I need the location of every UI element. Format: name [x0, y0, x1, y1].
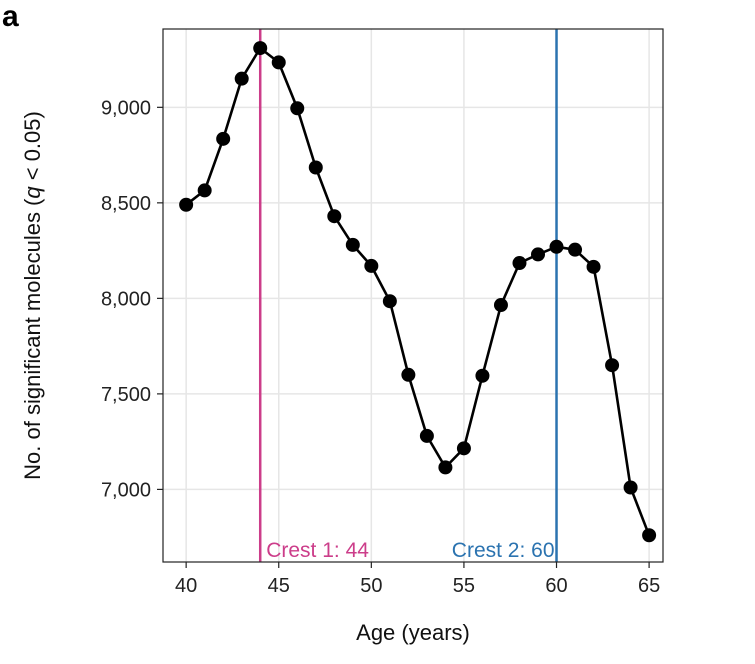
crest-label: Crest 1: 44: [266, 539, 369, 562]
data-point: [512, 256, 527, 271]
data-point: [364, 258, 379, 273]
data-point: [438, 460, 453, 475]
grid: [163, 29, 663, 562]
x-axis-ticks: 40 45 50 55 60 65: [175, 562, 660, 597]
data-point: [531, 247, 545, 262]
x-tick-label: 40: [175, 575, 197, 597]
y-tick-label: 9,000: [101, 97, 151, 119]
data-point: [271, 55, 286, 70]
data-point: [605, 358, 620, 373]
plot-frame: [162, 28, 664, 563]
series-line: [185, 46, 651, 536]
x-tick-label: 55: [453, 575, 475, 597]
y-tick-label: 8,500: [101, 193, 151, 215]
data-point: [253, 41, 268, 56]
data-point: [475, 368, 490, 383]
data-point: [234, 71, 249, 86]
crest-labels: Crest 1: 44 Crest 2: 60: [266, 539, 554, 562]
y-axis-title: No. of significant molecules (q < 0.05): [20, 111, 45, 480]
x-axis-title: Age (years): [356, 620, 470, 645]
panel-letter: a: [2, 0, 19, 33]
crest-label: Crest 2: 60: [452, 539, 555, 562]
y-tick-label: 7,000: [101, 479, 151, 501]
data-point: [568, 242, 583, 257]
x-tick-label: 50: [360, 575, 382, 597]
data-points: [179, 41, 657, 543]
data-point: [401, 367, 416, 382]
y-tick-label: 7,500: [101, 384, 151, 406]
data-point: [216, 131, 231, 146]
data-point: [345, 237, 360, 252]
x-tick-label: 65: [638, 575, 660, 597]
data-point: [382, 294, 397, 309]
x-tick-label: 45: [268, 575, 290, 597]
series-polyline: [185, 46, 651, 536]
data-point: [623, 480, 638, 495]
data-point: [197, 183, 212, 198]
data-point: [290, 101, 305, 116]
crest-lines: [258, 29, 558, 562]
data-point: [493, 298, 508, 313]
y-axis-ticks: 7,000 7,500 8,000 8,500 9,000: [101, 97, 163, 501]
data-point: [586, 259, 601, 274]
data-point: [179, 197, 194, 212]
data-point: [456, 441, 471, 456]
y-tick-label: 8,000: [101, 288, 151, 310]
data-point: [327, 209, 342, 224]
data-point: [419, 428, 434, 443]
x-tick-label: 60: [545, 575, 567, 597]
data-point: [549, 239, 564, 254]
data-point: [308, 160, 323, 175]
data-point: [642, 528, 657, 543]
